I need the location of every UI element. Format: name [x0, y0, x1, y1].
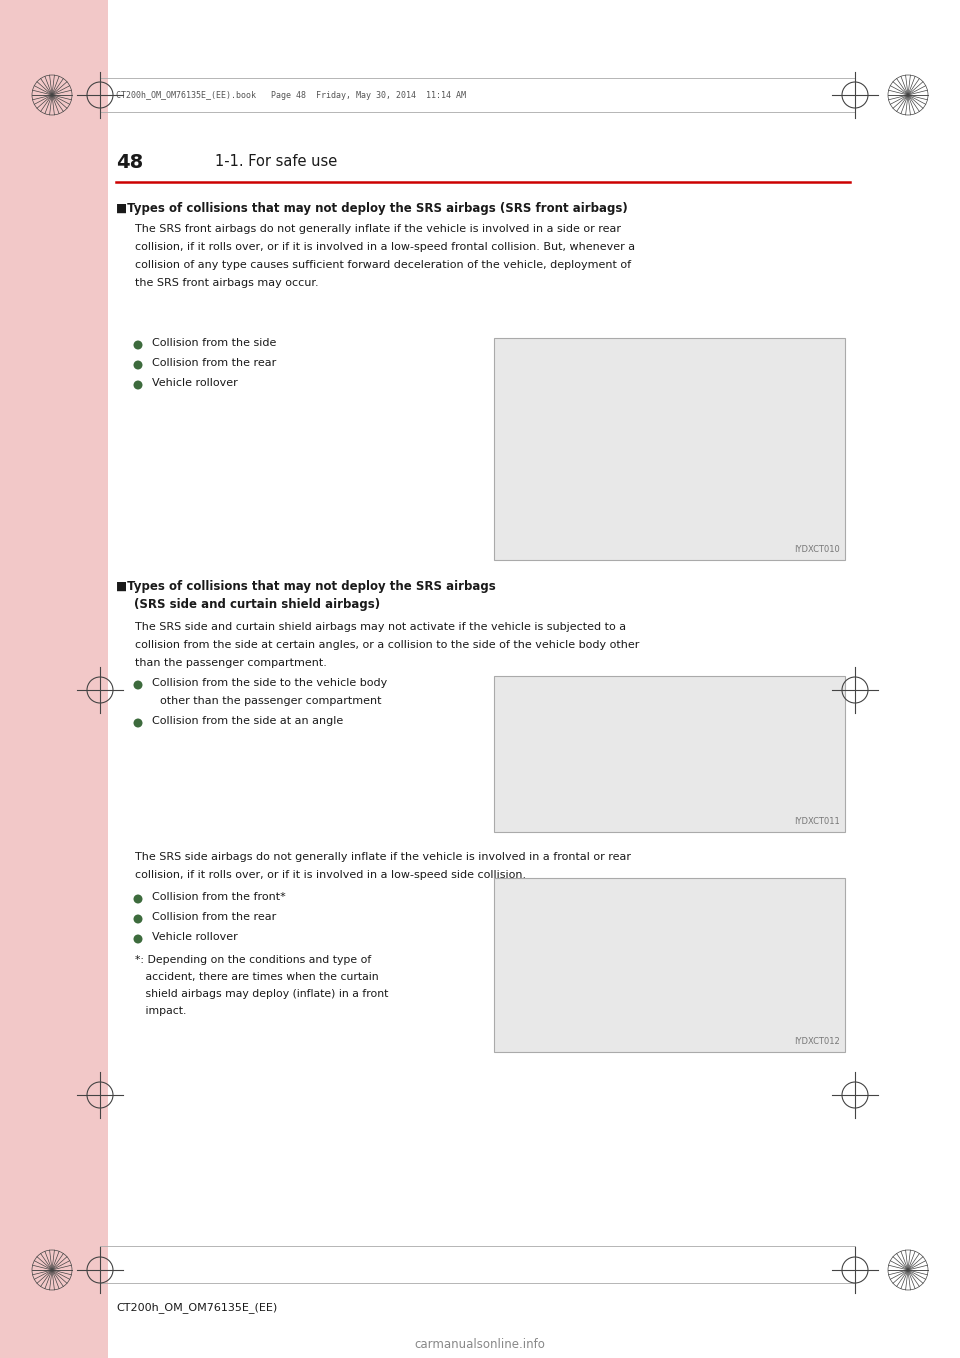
- Text: The SRS side and curtain shield airbags may not activate if the vehicle is subje: The SRS side and curtain shield airbags …: [135, 622, 626, 631]
- Text: collision of any type causes sufficient forward deceleration of the vehicle, dep: collision of any type causes sufficient …: [135, 259, 631, 270]
- Text: collision from the side at certain angles, or a collision to the side of the veh: collision from the side at certain angle…: [135, 640, 639, 650]
- Text: Collision from the side at an angle: Collision from the side at an angle: [152, 716, 344, 727]
- Text: The SRS side airbags do not generally inflate if the vehicle is involved in a fr: The SRS side airbags do not generally in…: [135, 851, 631, 862]
- Text: collision, if it rolls over, or if it is involved in a low-speed side collision.: collision, if it rolls over, or if it is…: [135, 870, 526, 880]
- Text: Vehicle rollover: Vehicle rollover: [152, 378, 238, 388]
- Text: IYDXCT011: IYDXCT011: [794, 818, 840, 826]
- Text: Collision from the side: Collision from the side: [152, 338, 276, 348]
- Text: *: Depending on the conditions and type of: *: Depending on the conditions and type …: [135, 955, 372, 966]
- Text: ■Types of collisions that may not deploy the SRS airbags (SRS front airbags): ■Types of collisions that may not deploy…: [116, 202, 628, 215]
- Text: impact.: impact.: [135, 1006, 186, 1016]
- Bar: [0, 0, 108, 1358]
- Circle shape: [133, 680, 142, 690]
- Text: ■Types of collisions that may not deploy the SRS airbags: ■Types of collisions that may not deploy…: [116, 580, 495, 593]
- Text: Collision from the front*: Collision from the front*: [152, 892, 286, 902]
- Circle shape: [133, 895, 142, 903]
- Circle shape: [133, 341, 142, 349]
- Circle shape: [133, 914, 142, 923]
- Text: the SRS front airbags may occur.: the SRS front airbags may occur.: [135, 278, 319, 288]
- Text: CT200h_OM_OM76135E_(EE).book   Page 48  Friday, May 30, 2014  11:14 AM: CT200h_OM_OM76135E_(EE).book Page 48 Fri…: [116, 91, 466, 99]
- Text: than the passenger compartment.: than the passenger compartment.: [135, 659, 326, 668]
- Text: collision, if it rolls over, or if it is involved in a low-speed frontal collisi: collision, if it rolls over, or if it is…: [135, 242, 636, 253]
- Text: other than the passenger compartment: other than the passenger compartment: [160, 697, 381, 706]
- Circle shape: [133, 718, 142, 728]
- Text: IYDXCT010: IYDXCT010: [794, 545, 840, 554]
- Text: Collision from the side to the vehicle body: Collision from the side to the vehicle b…: [152, 678, 387, 689]
- Text: IYDXCT012: IYDXCT012: [794, 1038, 840, 1046]
- Text: accident, there are times when the curtain: accident, there are times when the curta…: [135, 972, 378, 982]
- Text: shield airbags may deploy (inflate) in a front: shield airbags may deploy (inflate) in a…: [135, 989, 389, 999]
- Text: 1-1. For safe use: 1-1. For safe use: [215, 155, 337, 170]
- Circle shape: [133, 380, 142, 390]
- Text: CT200h_OM_OM76135E_(EE): CT200h_OM_OM76135E_(EE): [116, 1302, 277, 1313]
- Circle shape: [133, 934, 142, 944]
- Text: Collision from the rear: Collision from the rear: [152, 359, 276, 368]
- Bar: [494, 338, 845, 559]
- Bar: [494, 879, 845, 1052]
- Bar: [494, 676, 845, 832]
- Text: The SRS front airbags do not generally inflate if the vehicle is involved in a s: The SRS front airbags do not generally i…: [135, 224, 621, 234]
- Text: Vehicle rollover: Vehicle rollover: [152, 932, 238, 942]
- Circle shape: [133, 360, 142, 369]
- Text: carmanualsonline.info: carmanualsonline.info: [415, 1339, 545, 1351]
- Text: Collision from the rear: Collision from the rear: [152, 913, 276, 922]
- Text: 48: 48: [116, 152, 143, 171]
- Text: (SRS side and curtain shield airbags): (SRS side and curtain shield airbags): [134, 598, 380, 611]
